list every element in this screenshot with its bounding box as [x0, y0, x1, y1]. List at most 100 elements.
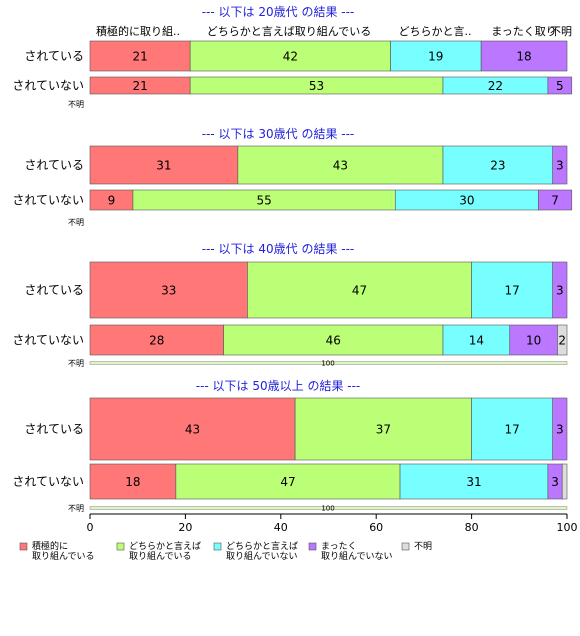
x-tick-label: 20 — [178, 521, 192, 534]
bar-segment — [189, 40, 391, 72]
row-label: されていない — [12, 475, 84, 489]
column-header: まったく取り — [491, 25, 557, 38]
unknown-row-bar — [89, 506, 568, 510]
bar-segment — [509, 324, 558, 356]
panel-title: --- 以下は 40歳代 の結果 --- — [202, 242, 355, 256]
panel-title: --- 以下は 20歳代 の結果 --- — [202, 5, 355, 19]
data-label: 19 — [428, 50, 443, 64]
bar-segment — [89, 40, 191, 72]
data-label: 14 — [469, 334, 484, 348]
data-label: 23 — [490, 159, 505, 173]
legend-swatch — [116, 542, 125, 551]
unknown-row-label: 不明 — [68, 504, 84, 513]
bar-segment — [552, 145, 568, 185]
legend-label: どちらかと言えば取り組んでいる — [129, 540, 201, 562]
bar-segment — [399, 463, 549, 500]
x-tick-label: 80 — [465, 521, 479, 534]
data-label: 10 — [526, 334, 541, 348]
legend-swatch — [19, 542, 28, 551]
data-label: 55 — [256, 194, 271, 208]
row-label: されていない — [12, 79, 84, 93]
legend-label: まったく取り組んでいない — [321, 541, 393, 562]
data-label: 3 — [556, 423, 564, 437]
data-label: 37 — [376, 423, 391, 437]
panel-title: --- 以下は 50歳以上 の結果 --- — [196, 379, 361, 393]
bar-segment — [175, 463, 401, 500]
data-label: 2 — [558, 334, 566, 348]
column-header: 不明 — [550, 25, 572, 38]
legend-label: どちらかと言えば取り組んでいない — [226, 540, 298, 562]
bar-segment — [538, 189, 573, 211]
bar-segment — [471, 261, 553, 319]
data-label: 53 — [309, 79, 324, 93]
bar-segment — [294, 397, 472, 461]
bar-segment — [442, 324, 511, 356]
data-label: 47 — [352, 284, 367, 298]
legend-label: 不明 — [414, 541, 432, 552]
x-tick-label: 0 — [87, 521, 94, 534]
bar-segment — [480, 40, 568, 72]
data-label: 3 — [551, 475, 559, 489]
row-label: されている — [24, 158, 84, 172]
unknown-row-value: 100 — [321, 505, 334, 513]
data-label: 31 — [466, 475, 481, 489]
bar-segment — [561, 463, 568, 500]
bar-segment — [442, 145, 553, 185]
unknown-row-label: 不明 — [68, 100, 84, 109]
bar-segment — [89, 397, 296, 461]
data-label: 43 — [185, 423, 200, 437]
data-label: 31 — [156, 159, 171, 173]
data-label: 22 — [488, 79, 503, 93]
bar-segment — [237, 145, 444, 185]
bar-segment — [552, 397, 568, 461]
unknown-row-label: 不明 — [68, 359, 84, 368]
data-label: 3 — [556, 159, 564, 173]
data-label: 47 — [280, 475, 295, 489]
column-header: どちらかと言えば取り組んでいる — [207, 25, 371, 38]
data-label: 7 — [551, 194, 559, 208]
data-label: 28 — [149, 334, 164, 348]
x-tick-label: 60 — [369, 521, 383, 534]
row-label: されている — [24, 49, 84, 63]
data-label: 17 — [505, 423, 520, 437]
bar-segment — [89, 261, 248, 319]
data-label: 9 — [108, 194, 116, 208]
data-label: 33 — [161, 284, 176, 298]
data-label: 42 — [283, 50, 298, 64]
legend-label: 積極的に取り組んでいる — [32, 540, 95, 562]
data-label: 30 — [459, 194, 474, 208]
row-label: されている — [24, 422, 84, 436]
row-label: されていない — [12, 193, 84, 207]
row-label: されている — [24, 283, 84, 297]
panel-title: --- 以下は 30歳代 の結果 --- — [202, 127, 355, 141]
unknown-row-bar — [89, 361, 568, 365]
column-header: どちらかと言.. — [399, 25, 472, 38]
legend-swatch — [213, 542, 222, 551]
data-label: 43 — [333, 159, 348, 173]
x-tick-label: 40 — [274, 521, 288, 534]
data-label: 21 — [132, 50, 147, 64]
legend-swatch — [308, 542, 317, 551]
row-label: されていない — [12, 333, 84, 347]
bar-segment — [89, 463, 177, 500]
data-label: 5 — [556, 79, 564, 93]
bar-segment — [471, 397, 553, 461]
column-header: 積極的に取り組.. — [96, 24, 180, 38]
data-label: 46 — [326, 334, 341, 348]
bar-segment — [552, 261, 568, 319]
bar-segment — [390, 40, 482, 72]
bar-segment — [547, 76, 573, 95]
unknown-row-label: 不明 — [68, 218, 84, 227]
bar-segment — [89, 145, 239, 185]
unknown-row-value: 100 — [321, 360, 334, 368]
data-label: 21 — [132, 79, 147, 93]
bar-segment — [223, 324, 444, 356]
data-label: 18 — [125, 475, 140, 489]
bar-segment — [247, 261, 472, 319]
bar-segment — [557, 324, 568, 356]
legend-swatch — [401, 542, 410, 551]
data-label: 17 — [505, 284, 520, 298]
data-label: 3 — [556, 284, 564, 298]
data-label: 18 — [516, 50, 531, 64]
